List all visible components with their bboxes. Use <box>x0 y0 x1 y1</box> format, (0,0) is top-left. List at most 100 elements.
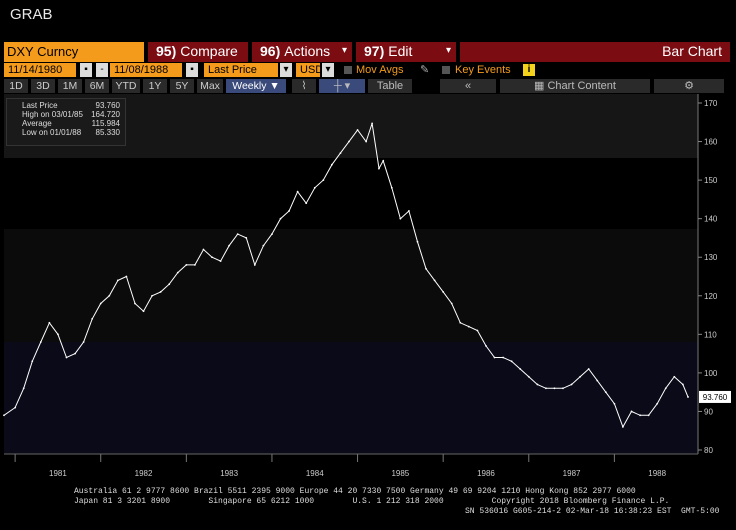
price-point <box>168 283 171 286</box>
frequency-select[interactable]: Weekly ▼ <box>226 79 286 93</box>
price-point <box>279 217 282 220</box>
price-point <box>65 356 68 359</box>
price-point <box>416 240 419 243</box>
price-point <box>185 264 188 266</box>
price-point <box>519 368 522 370</box>
period-5y-button[interactable]: 5Y <box>170 79 194 93</box>
end-calendar-icon[interactable]: ▪ <box>186 63 198 77</box>
field-dropdown-icon[interactable]: ▾ <box>280 63 292 77</box>
price-point <box>348 140 350 143</box>
price-point <box>664 387 667 390</box>
chart-band-middle <box>4 229 698 342</box>
chart-content-label: Chart Content <box>547 80 616 92</box>
ticker-field[interactable]: DXY Curncy <box>4 42 144 62</box>
bar-chart-view-label[interactable]: Bar Chart <box>460 42 730 62</box>
pencil-icon[interactable]: ✎ <box>420 64 430 76</box>
bar-style-icon[interactable]: ┼ ▾ <box>319 79 365 93</box>
price-point <box>176 271 179 274</box>
price-series <box>3 122 689 429</box>
price-point <box>390 186 393 189</box>
legend-high-label: High on 03/01/85 <box>22 110 83 119</box>
price-point <box>322 179 325 182</box>
compare-button[interactable]: 95) Compare <box>148 42 248 62</box>
price-point <box>245 237 248 239</box>
price-point <box>22 387 25 390</box>
price-point <box>562 387 564 390</box>
y-tick-label: 150 <box>704 176 718 185</box>
price-point <box>493 356 496 359</box>
settings-toolbar: 11/14/1980 ▪ - 11/08/1988 ▪ Last Price ▾… <box>0 62 736 78</box>
table-button[interactable]: Table <box>368 79 412 93</box>
legend-average: Average 115.984 <box>10 119 122 128</box>
period-1d-button[interactable]: 1D <box>4 79 28 93</box>
price-point <box>271 233 273 235</box>
period-ytd-button[interactable]: YTD <box>112 79 140 93</box>
currency-select[interactable]: USD <box>296 63 323 77</box>
price-point <box>399 217 402 220</box>
footer-line-1: Australia 61 2 9777 8600 Brazil 5511 239… <box>74 487 636 496</box>
footer-line-2: Japan 81 3 3201 8900 Singapore 65 6212 1… <box>74 497 670 506</box>
legend-high-value: 164.720 <box>91 110 120 119</box>
price-point <box>442 291 445 293</box>
price-point <box>288 210 290 212</box>
price-point <box>622 425 624 428</box>
x-tick-label: 1981 <box>49 469 67 478</box>
price-point <box>579 375 582 378</box>
price-point <box>510 360 513 363</box>
currency-dropdown-icon[interactable]: ▾ <box>322 63 334 77</box>
info-badge-icon[interactable]: i <box>523 64 535 76</box>
price-point <box>219 260 222 262</box>
price-point <box>502 356 504 359</box>
price-point <box>527 375 530 378</box>
price-point <box>159 291 162 293</box>
start-calendar-icon[interactable]: ▪ <box>80 63 92 77</box>
price-point <box>450 302 453 305</box>
chart-content-button[interactable]: ▦ Chart Content <box>500 79 650 93</box>
x-tick-label: 1983 <box>220 469 238 478</box>
chart-band-lower <box>4 342 698 454</box>
period-1m-button[interactable]: 1M <box>58 79 82 93</box>
field-select[interactable]: Last Price <box>204 63 278 77</box>
period-max-button[interactable]: Max <box>197 79 223 93</box>
period-6m-button[interactable]: 6M <box>85 79 109 93</box>
end-date-field[interactable]: 11/08/1988 <box>110 63 182 77</box>
mov-avgs-checkbox[interactable] <box>344 66 352 74</box>
actions-number: 96) <box>260 43 281 59</box>
legend-last-price: Last Price 93.760 <box>10 101 122 110</box>
footer-line-3: SN 536016 G605-214-2 02-Mar-18 16:38:23 … <box>465 507 720 516</box>
edit-button[interactable]: 97) Edit ▾ <box>356 42 456 62</box>
period-toolbar: 1D 3D 1M 6M YTD 1Y 5Y Max Weekly ▼ ⌇ ┼ ▾… <box>0 78 736 94</box>
period-1y-button[interactable]: 1Y <box>143 79 167 93</box>
price-point <box>296 190 299 193</box>
price-point <box>425 267 427 270</box>
legend-last-price-value: 93.760 <box>95 101 120 110</box>
window-title-bar: GRAB <box>0 0 736 38</box>
price-point <box>553 387 556 390</box>
y-tick-label: 160 <box>704 138 718 147</box>
price-point <box>125 275 128 278</box>
y-tick-label: 140 <box>704 215 718 224</box>
line-chart-icon[interactable]: ⌇ <box>292 79 316 93</box>
settings-gear-icon[interactable]: ⚙ <box>654 79 724 93</box>
price-point <box>587 368 590 370</box>
actions-label: Actions <box>284 43 331 59</box>
period-3d-button[interactable]: 3D <box>31 79 55 93</box>
price-point <box>656 402 659 405</box>
price-point <box>236 233 239 235</box>
start-date-field[interactable]: 11/14/1980 <box>4 63 76 77</box>
price-point <box>596 379 599 382</box>
date-separator: - <box>96 63 108 77</box>
price-point <box>39 341 42 343</box>
collapse-panel-icon[interactable]: « <box>440 79 496 93</box>
key-events-label: Key Events <box>455 64 511 76</box>
price-point <box>570 383 573 386</box>
compare-label: Compare <box>180 43 238 59</box>
footer-contacts: Australia 61 2 9777 8600 Brazil 5511 239… <box>0 486 736 530</box>
x-tick-label: 1982 <box>135 469 153 478</box>
key-events-checkbox[interactable] <box>442 66 450 74</box>
actions-caret-icon: ▾ <box>341 45 347 56</box>
y-tick-label: 120 <box>704 292 718 301</box>
price-point <box>673 375 676 378</box>
actions-button[interactable]: 96) Actions ▾ <box>252 42 352 62</box>
